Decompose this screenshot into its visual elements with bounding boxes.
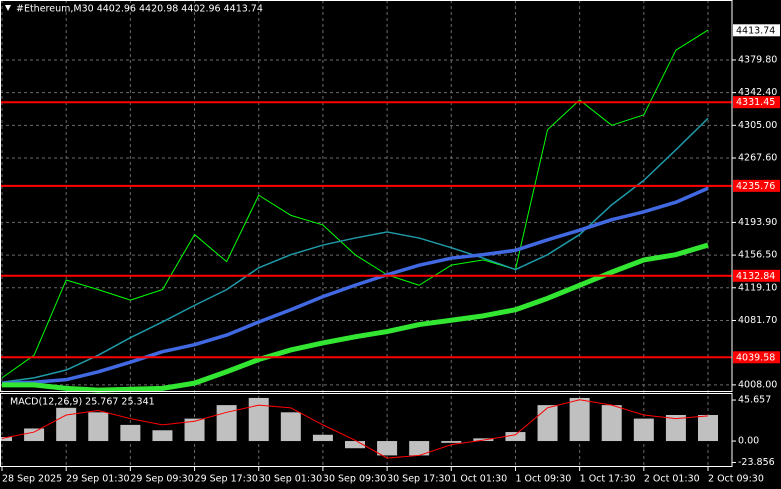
last-price-box — [733, 24, 780, 37]
histogram-bar — [409, 441, 430, 456]
y-tick-label: 45.657 — [738, 395, 771, 406]
x-tick-label: 29 Sep 09:30 — [130, 474, 193, 485]
y-tick-label: 0.00 — [738, 436, 759, 447]
x-tick-label: 30 Sep 17:30 — [387, 474, 450, 485]
histogram-bar — [24, 428, 45, 442]
series-line — [2, 242, 709, 393]
histogram-bar — [312, 434, 333, 442]
histogram-bar — [569, 397, 590, 442]
y-tick-label: 4193.90 — [738, 217, 777, 228]
histogram-bar — [633, 418, 654, 442]
x-tick-label: 2 Oct 01:30 — [644, 474, 700, 485]
histogram-bar — [248, 397, 269, 442]
y-tick-label: 4119.10 — [738, 282, 777, 293]
histogram-bar — [184, 418, 205, 442]
histogram-bar — [537, 405, 558, 442]
x-tick-label: 1 Oct 09:30 — [515, 474, 571, 485]
histogram-bar — [601, 405, 622, 442]
histogram-bar — [441, 441, 462, 443]
histogram-bar — [152, 430, 173, 442]
x-tick-label: 30 Sep 01:30 — [259, 474, 322, 485]
level-label: 4235.76 — [736, 181, 775, 192]
series-line — [1, 29, 709, 379]
y-tick-label: 4342.40 — [738, 87, 777, 98]
histogram-bar — [280, 412, 301, 442]
level-label: 4039.58 — [736, 352, 775, 363]
signal-line — [1, 399, 709, 459]
level-label-box — [733, 179, 780, 192]
x-tick-label: 2 Oct 09:30 — [708, 474, 764, 485]
y-tick-label: 4008.00 — [738, 379, 777, 390]
chart-title: #Ethereum,M30 4402.96 4420.98 4402.96 44… — [16, 4, 263, 15]
y-tick-label: 4379.80 — [738, 54, 777, 65]
histogram-bar — [698, 415, 718, 442]
x-tick-label: 1 Oct 17:30 — [580, 474, 636, 485]
level-label: 4132.84 — [736, 271, 775, 282]
y-tick-label: 4156.50 — [738, 250, 777, 261]
x-tick-label: 30 Sep 09:30 — [323, 474, 386, 485]
y-tick-label: -23.856 — [738, 457, 775, 468]
level-label-box — [733, 96, 780, 109]
level-label: 4331.45 — [736, 97, 775, 108]
x-tick-label: 1 Oct 01:30 — [451, 474, 507, 485]
x-tick-label: 29 Sep 01:30 — [66, 474, 129, 485]
symbol-icon — [5, 5, 11, 11]
series-line — [1, 186, 709, 385]
series-line — [1, 117, 709, 384]
price-frame — [0, 0, 733, 392]
y-tick-label: 4305.00 — [738, 120, 777, 131]
macd-frame — [0, 393, 733, 467]
histogram-bar — [0, 437, 12, 442]
histogram-bar — [56, 407, 77, 442]
y-tick-label: 4081.70 — [738, 315, 777, 326]
histogram-bar — [377, 441, 398, 456]
histogram-bar — [665, 415, 686, 442]
x-tick-label: 28 Sep 2025 — [2, 474, 62, 485]
histogram-bar — [120, 424, 141, 442]
histogram-bar — [345, 441, 365, 449]
histogram-bar — [88, 412, 109, 442]
macd-title: MACD(12,26,9) 25.767 25.341 — [10, 397, 155, 408]
level-label-box — [733, 351, 780, 364]
last-price-label: 4413.74 — [736, 25, 775, 36]
y-tick-label: 4267.60 — [738, 153, 777, 164]
x-tick-label: 29 Sep 17:30 — [195, 474, 258, 485]
histogram-bar — [505, 432, 526, 442]
level-label-box — [733, 269, 780, 282]
